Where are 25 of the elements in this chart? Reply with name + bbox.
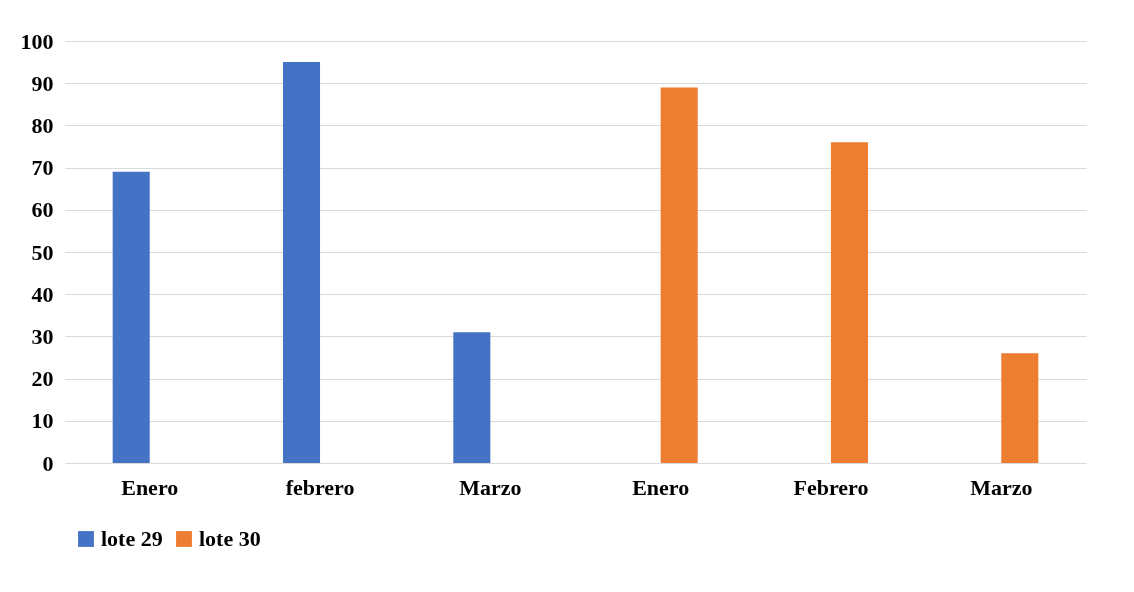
x-tick-label: Marzo [970, 474, 1033, 500]
y-tick-label: 90 [31, 70, 54, 96]
y-tick-label: 40 [31, 281, 54, 307]
y-tick-label: 80 [31, 112, 54, 138]
y-tick-label: 50 [31, 239, 54, 265]
y-tick-label: 20 [31, 366, 54, 392]
y-tick-label: 0 [42, 450, 54, 476]
y-tick-label: 100 [20, 28, 54, 54]
x-tick-label: Enero [632, 474, 690, 500]
bar [112, 171, 150, 463]
y-tick-label: 10 [31, 408, 54, 434]
y-tick-label: 60 [31, 197, 54, 223]
y-tick-label: 70 [31, 155, 54, 181]
bar [1001, 353, 1039, 463]
legend-label: lote 29 [101, 526, 163, 551]
x-tick-label: Enero [121, 474, 179, 500]
x-tick-label: Marzo [459, 474, 522, 500]
x-tick-label: febrero [285, 474, 355, 500]
bar [282, 62, 321, 463]
x-tick-label: Febrero [793, 474, 869, 500]
bar [453, 332, 491, 463]
bar [660, 87, 698, 463]
bar [830, 142, 869, 463]
y-tick-label: 30 [31, 323, 54, 349]
legend-label: lote 30 [199, 526, 261, 551]
